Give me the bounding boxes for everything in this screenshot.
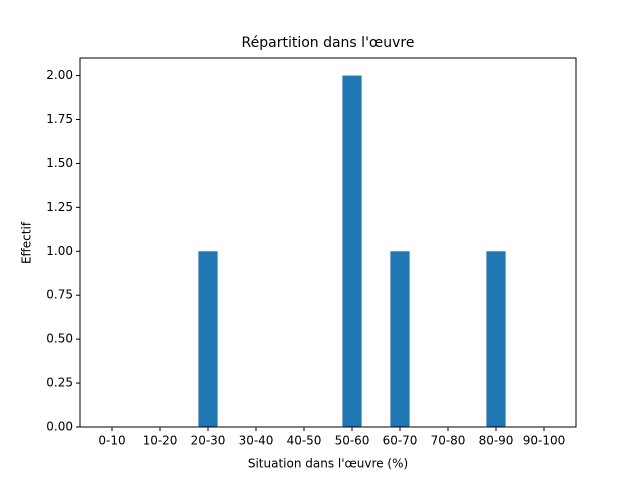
bar	[198, 251, 218, 427]
y-tick-label: 0.00	[46, 420, 73, 434]
y-tick-label: 0.25	[46, 376, 73, 390]
bar	[486, 251, 506, 427]
x-tick-label: 10-20	[143, 434, 178, 448]
y-tick-label: 2.00	[46, 68, 73, 82]
x-tick-label: 30-40	[239, 434, 274, 448]
x-tick-label: 40-50	[287, 434, 322, 448]
y-tick-label: 1.75	[46, 112, 73, 126]
x-tick-label: 60-70	[383, 434, 418, 448]
chart-title: Répartition dans l'œuvre	[242, 35, 415, 51]
x-tick-label: 50-60	[335, 434, 370, 448]
y-tick-label: 1.50	[46, 156, 73, 170]
plot-frame	[79, 57, 577, 428]
y-tick-label: 0.50	[46, 332, 73, 346]
x-tick-label: 0-10	[98, 434, 125, 448]
x-axis-label: Situation dans l'œuvre (%)	[248, 457, 408, 471]
bar	[390, 251, 410, 427]
bar	[342, 75, 362, 428]
y-tick-label: 1.25	[46, 200, 73, 214]
y-tick-label: 1.00	[46, 244, 73, 258]
x-tick-label: 70-80	[431, 434, 466, 448]
x-tick-label: 90-100	[523, 434, 566, 448]
y-tick-label: 0.75	[46, 288, 73, 302]
x-tick-label: 20-30	[191, 434, 226, 448]
x-tick-label: 80-90	[479, 434, 514, 448]
y-axis-label: Effectif	[20, 221, 34, 264]
